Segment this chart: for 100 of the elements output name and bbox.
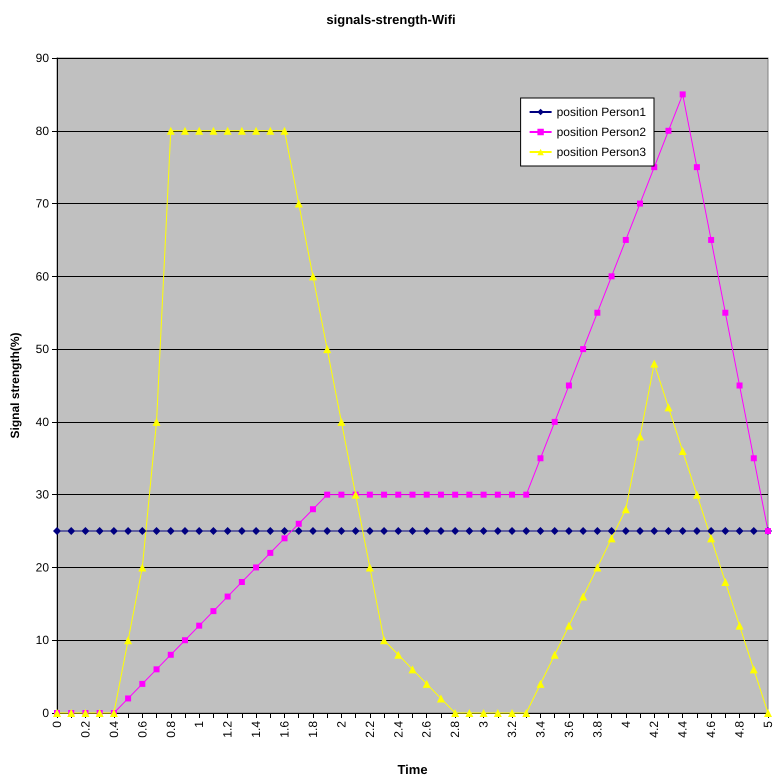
point	[280, 126, 289, 135]
point	[593, 563, 602, 572]
point	[182, 637, 188, 644]
x-tick-label: 4.8	[732, 720, 747, 738]
point	[124, 636, 132, 644]
point	[764, 709, 772, 717]
point	[224, 126, 232, 135]
point	[637, 200, 644, 207]
legend-label: position Person3	[556, 145, 646, 159]
point	[294, 200, 303, 208]
x-tick-label: 2.4	[391, 720, 406, 738]
point	[721, 527, 730, 536]
y-axis-title: Signal strength(%)	[8, 332, 22, 439]
point	[436, 527, 445, 536]
point	[296, 520, 302, 527]
point	[707, 527, 716, 536]
point	[337, 527, 346, 536]
point	[552, 418, 558, 425]
x-tick-label: 3.6	[562, 720, 576, 738]
point	[53, 527, 61, 536]
y-tick-label: 40	[36, 414, 50, 429]
x-tick-label: 0.8	[164, 720, 178, 738]
point	[209, 126, 218, 135]
point	[224, 527, 232, 536]
point	[509, 492, 516, 498]
x-tick-label: 2.6	[420, 720, 434, 738]
point	[465, 709, 474, 717]
point	[125, 695, 132, 702]
point	[380, 527, 388, 536]
point	[138, 563, 146, 572]
point	[494, 527, 502, 536]
point	[523, 492, 530, 498]
point	[708, 236, 714, 243]
point	[324, 492, 330, 498]
point	[593, 527, 602, 536]
point	[308, 527, 317, 536]
point	[81, 527, 90, 536]
point	[650, 527, 658, 536]
point	[665, 128, 672, 134]
x-tick-label: 4	[618, 720, 633, 728]
y-tick-label: 10	[36, 633, 50, 648]
point	[594, 310, 600, 316]
point	[466, 492, 472, 498]
point	[636, 432, 644, 440]
point	[707, 534, 716, 542]
point	[564, 527, 573, 536]
point	[579, 592, 588, 601]
point	[124, 527, 132, 536]
point	[154, 666, 160, 672]
point	[650, 360, 658, 368]
point	[152, 527, 161, 536]
point	[323, 527, 332, 536]
point	[750, 665, 758, 674]
point	[152, 418, 161, 426]
point	[381, 492, 388, 498]
legend-label: position Person1	[556, 105, 646, 119]
point	[253, 564, 260, 570]
point	[238, 527, 246, 536]
point	[508, 709, 516, 717]
point	[480, 709, 488, 717]
point	[96, 527, 104, 536]
point	[366, 492, 373, 498]
x-tick-label: 1.4	[249, 720, 264, 738]
point	[280, 527, 289, 536]
point	[168, 652, 174, 658]
x-tick-label: 5	[761, 720, 775, 728]
point	[180, 126, 189, 135]
x-tick-label: 0.6	[135, 720, 150, 738]
point	[494, 492, 501, 498]
point	[195, 527, 204, 536]
y-tick-label: 70	[36, 196, 50, 211]
x-tick-label: 4.6	[704, 720, 718, 738]
point	[394, 650, 402, 659]
point	[436, 694, 445, 702]
x-tick-label: 1.8	[306, 720, 320, 738]
point	[608, 273, 615, 280]
point	[224, 594, 231, 600]
point	[452, 492, 458, 498]
chart-title: signals-strength-Wifi	[326, 12, 456, 27]
point	[608, 534, 616, 542]
point	[564, 622, 573, 630]
x-tick-label: 2.2	[362, 720, 377, 738]
y-tick-label: 20	[36, 560, 50, 574]
point	[536, 527, 544, 536]
x-tick-label: 0	[50, 720, 64, 728]
point	[694, 164, 700, 170]
point	[323, 345, 332, 354]
x-axis-title: Time	[397, 762, 428, 777]
point	[195, 126, 204, 135]
point	[692, 527, 701, 536]
x-tick-label: 1	[192, 720, 206, 728]
point	[680, 91, 686, 98]
point	[366, 563, 374, 572]
point	[310, 506, 316, 512]
point	[308, 272, 317, 280]
point	[566, 382, 572, 388]
point	[750, 527, 758, 536]
point	[750, 455, 757, 462]
y-tick-label: 60	[36, 269, 50, 284]
y-tick-label: 30	[36, 488, 50, 502]
